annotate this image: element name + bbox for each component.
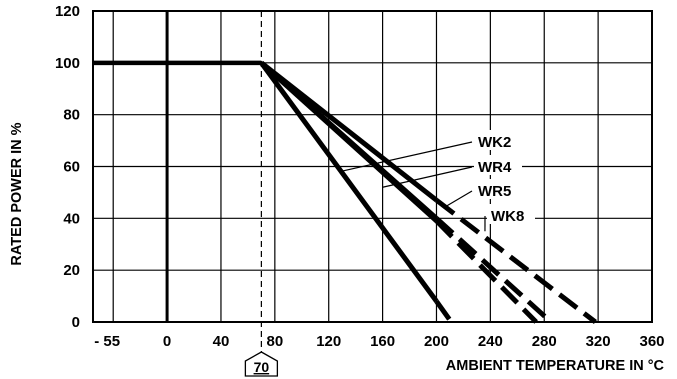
- x-tick-labels: - 55 0 40 80 120 160 200 240 280 320 360: [94, 333, 664, 350]
- y-tick-label-4: 80: [63, 107, 80, 124]
- series-wk8-solid: [259, 61, 439, 303]
- series-wk2-leader: [339, 141, 473, 173]
- x-tick-label-8: 280: [532, 333, 557, 350]
- x-tick-label-3: 80: [266, 333, 283, 350]
- knee-pentagon: [244, 351, 279, 377]
- plot-frame: [92, 10, 653, 323]
- series-wr4-label-bg: [474, 155, 522, 175]
- series-wk2-dashed: [434, 198, 597, 324]
- series-wk8-label-bg: [487, 204, 535, 224]
- series-wk2-label-bg: [474, 130, 522, 150]
- y-tick-label-1: 20: [63, 262, 80, 279]
- x-tick-label-6: 200: [424, 333, 449, 350]
- y-tick-labels: 0 20 40 60 80 100 120: [55, 3, 80, 331]
- y-tick-label-3: 60: [63, 159, 80, 176]
- x-axis-title: AMBIENT TEMPERATURE IN °C: [446, 358, 665, 374]
- series-wr4-leader: [382, 166, 473, 188]
- x-tick-label-0: - 55: [94, 333, 120, 350]
- series-wr5-dashed: [434, 219, 538, 324]
- knee-label: 70: [254, 359, 270, 375]
- series-wk2-label: WK2: [478, 134, 511, 151]
- series-wr4-dashed: [434, 216, 553, 324]
- series-labels: WK2 WR4 WR5 WK8: [339, 130, 535, 232]
- series-wk8-label: WK8: [491, 208, 524, 225]
- y-tick-label-5: 100: [55, 55, 80, 72]
- y-axis-title: RATED POWER IN %: [9, 122, 25, 265]
- series-wr5-solid: [259, 60, 439, 223]
- plot-lines: [93, 60, 597, 324]
- series-wr5-leader: [442, 190, 473, 209]
- series-wk8-dashed: [434, 299, 454, 324]
- x-tick-label-5: 160: [370, 333, 395, 350]
- series-wr5-label: WR5: [478, 183, 511, 200]
- series-wr5-label-bg: [474, 179, 522, 199]
- plot-border: [92, 10, 653, 323]
- knee-marker: 70: [244, 11, 279, 377]
- x-tick-label-10: 360: [639, 333, 664, 350]
- y-tick-label-0: 0: [72, 314, 80, 331]
- x-tick-label-7: 240: [478, 333, 503, 350]
- y-tick-label-2: 40: [63, 210, 80, 227]
- x-tick-label-4: 120: [316, 333, 341, 350]
- x-tick-label-1: 0: [163, 333, 171, 350]
- series-wr4-label: WR4: [478, 159, 512, 176]
- x-tick-label-2: 40: [213, 333, 230, 350]
- y-tick-label-6: 120: [55, 3, 80, 20]
- x-tick-label-9: 320: [586, 333, 611, 350]
